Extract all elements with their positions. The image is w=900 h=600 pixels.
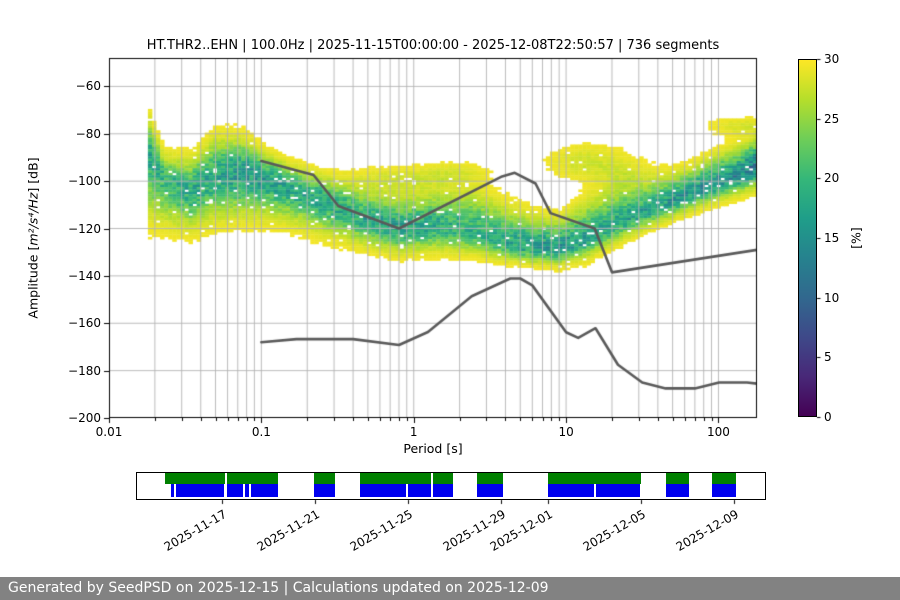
- coverage-segment-green: [433, 473, 453, 484]
- y-tick-label: −100: [68, 174, 101, 189]
- coverage-segment-blue: [476, 483, 503, 498]
- x-tick-label: 0.1: [251, 425, 271, 439]
- coverage-segment-blue: [595, 483, 641, 498]
- colorbar-tick-label: 30: [824, 52, 840, 66]
- colorbar-tick-label: 15: [824, 231, 840, 245]
- timeline-coverage-bar: [136, 472, 766, 500]
- colorbar-tick-label: 10: [824, 290, 840, 305]
- y-tick-label: −140: [68, 268, 101, 283]
- y-tick-label: −60: [75, 79, 101, 94]
- x-tick-label: 100: [707, 425, 730, 439]
- y-axis-label-prefix: Amplitude [: [25, 245, 41, 319]
- coverage-segment-blue: [360, 483, 407, 498]
- colorbar-tick-label: 0: [824, 410, 832, 424]
- coverage-segment-blue: [666, 483, 690, 498]
- coverage-segment-blue: [547, 483, 594, 498]
- coverage-segment-green: [360, 473, 432, 484]
- coverage-segment-green: [476, 473, 503, 484]
- x-tick-label: 10: [558, 425, 574, 439]
- coverage-segment-blue: [314, 483, 336, 498]
- x-tick-label: 0.01: [95, 425, 123, 439]
- coverage-segment-blue: [250, 483, 278, 498]
- y-axis-label: Amplitude [m²/s⁴/Hz] [dB]: [26, 157, 41, 318]
- coverage-segment-blue: [226, 483, 243, 498]
- colorbar-tick-label: 5: [824, 350, 832, 365]
- x-axis-label: Period [s]: [403, 441, 463, 456]
- coverage-segment-blue: [244, 483, 249, 498]
- coverage-segment-green: [666, 473, 690, 484]
- y-tick-label: −160: [68, 316, 101, 331]
- y-tick-label: −180: [68, 363, 101, 378]
- coverage-segment-green: [547, 473, 642, 484]
- colorbar-tick-label: 20: [824, 171, 840, 186]
- colorbar-gradient: [798, 59, 817, 417]
- coverage-segment-blue: [175, 483, 224, 498]
- coverage-segment-green: [712, 473, 737, 484]
- plot-title: HT.THR2..EHN | 100.0Hz | 2025-11-15T00:0…: [146, 38, 720, 53]
- footer-text: Generated by SeedPSD on 2025-12-15 | Cal…: [8, 580, 549, 596]
- colorbar-tick-label: 25: [824, 111, 840, 126]
- coverage-segment-green: [164, 473, 225, 484]
- coverage-segment-blue: [712, 483, 737, 498]
- coverage-segment-blue: [433, 483, 453, 498]
- y-tick-label: −200: [68, 411, 101, 425]
- x-tick-label: 1: [409, 425, 418, 439]
- y-axis-label-suffix: ] [dB]: [25, 157, 41, 193]
- coverage-segment-green: [314, 473, 336, 484]
- y-tick-label: −120: [68, 221, 101, 236]
- coverage-segment-blue: [170, 483, 174, 498]
- coverage-segment-green: [226, 473, 278, 484]
- y-axis-label-units: m²/s⁴/Hz: [25, 192, 41, 246]
- coverage-segment-blue: [408, 483, 432, 498]
- footer-bar: Generated by SeedPSD on 2025-12-15 | Cal…: [0, 577, 900, 600]
- colorbar-label: [%]: [848, 227, 864, 249]
- y-tick-label: −80: [75, 126, 101, 141]
